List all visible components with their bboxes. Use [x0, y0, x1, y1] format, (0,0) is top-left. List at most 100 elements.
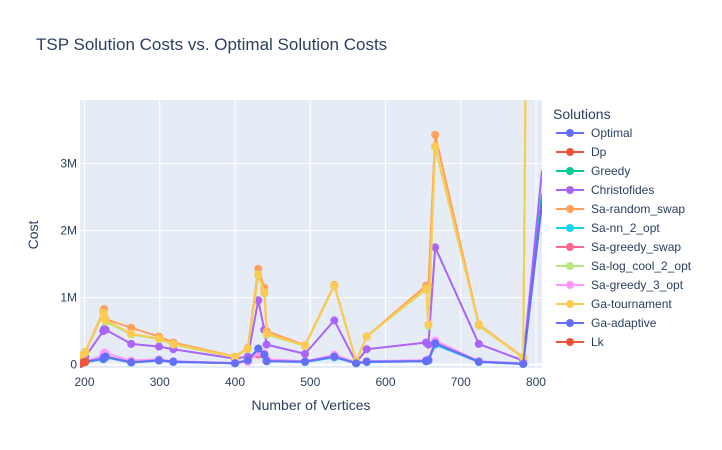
legend-item[interactable]: Greedy: [556, 164, 630, 178]
legend-item[interactable]: Lk: [556, 335, 605, 349]
data-point: [155, 334, 163, 343]
data-point: [362, 357, 371, 366]
grid-lines: [80, 100, 542, 368]
data-point: [330, 281, 339, 290]
data-point: [260, 350, 269, 359]
data-point: [127, 358, 136, 367]
data-point: [431, 142, 440, 151]
legend-swatch-marker: [566, 281, 574, 289]
data-point: [127, 339, 136, 348]
legend-item[interactable]: Sa-nn_2_opt: [556, 221, 660, 235]
data-point: [169, 357, 178, 366]
data-point: [424, 356, 433, 365]
data-point: [101, 316, 110, 325]
data-point: [254, 270, 263, 279]
x-tick-label: 600: [375, 375, 395, 389]
data-point: [362, 332, 371, 341]
data-point: [169, 339, 178, 348]
legend-item[interactable]: Sa-random_swap: [556, 202, 685, 216]
legend-swatch-marker: [566, 129, 574, 137]
data-point: [301, 349, 309, 358]
legend-label: Ga-tournament: [591, 297, 672, 311]
legend-swatch-marker: [566, 300, 574, 308]
data-point: [254, 296, 263, 305]
data-point: [422, 284, 431, 293]
y-tick-label: 1M: [60, 291, 77, 305]
data-point: [262, 329, 271, 338]
data-point: [301, 357, 309, 366]
y-tick-label: 2M: [60, 224, 77, 238]
legend-label: Sa-log_cool_2_opt: [591, 259, 692, 273]
legend-item[interactable]: Dp: [556, 145, 607, 159]
data-point: [301, 341, 309, 350]
legend[interactable]: Optimal Dp Greedy Christofides Sa-random_swa…: [556, 126, 692, 349]
data-point: [330, 316, 339, 325]
series-lk: [80, 358, 90, 368]
y-axis-title: Cost: [25, 221, 41, 250]
data-point: [243, 344, 252, 353]
data-point: [254, 344, 263, 353]
legend-swatch-marker: [566, 243, 574, 251]
data-point: [352, 359, 361, 368]
chart-title: TSP Solution Costs vs. Optimal Solution …: [36, 35, 387, 54]
y-tick-label: 3M: [60, 157, 77, 171]
legend-item[interactable]: Sa-log_cool_2_opt: [556, 259, 692, 273]
data-point: [424, 340, 433, 349]
legend-label: Dp: [591, 145, 607, 159]
legend-item[interactable]: Sa-greedy_3_opt: [556, 278, 684, 292]
data-point: [81, 348, 90, 357]
data-point: [101, 325, 110, 334]
data-point: [231, 359, 239, 368]
legend-title: Solutions: [553, 106, 611, 122]
legend-item[interactable]: Sa-greedy_swap: [556, 240, 681, 254]
x-tick-label: 800: [526, 375, 546, 389]
legend-swatch-marker: [566, 262, 574, 270]
legend-label: Sa-greedy_3_opt: [591, 278, 684, 292]
legend-swatch-marker: [566, 338, 574, 346]
x-axis-title: Number of Vertices: [251, 397, 370, 413]
data-point: [262, 340, 271, 349]
legend-swatch-marker: [566, 148, 574, 156]
x-tick-label: 300: [150, 375, 170, 389]
data-point: [81, 358, 90, 366]
data-point: [519, 359, 528, 368]
y-tick-label: 0: [70, 358, 77, 372]
data-point: [474, 357, 483, 366]
data-point: [431, 339, 440, 348]
data-point: [260, 288, 269, 297]
x-tick-label: 400: [225, 375, 245, 389]
data-point: [474, 321, 483, 330]
legend-swatch-marker: [566, 186, 574, 194]
legend-swatch-marker: [566, 167, 574, 175]
x-tick-label: 700: [451, 375, 471, 389]
data-point: [330, 352, 339, 361]
legend-label: Optimal: [591, 126, 632, 140]
legend-label: Greedy: [591, 164, 630, 178]
axis-ticks: 200 300 400 500 600 700 800 0 1M 2M 3M: [60, 157, 546, 389]
series-layer: [80, 100, 542, 368]
data-point: [431, 130, 440, 139]
data-point: [262, 357, 271, 365]
data-point: [155, 356, 163, 365]
data-point: [155, 342, 163, 351]
data-point: [424, 320, 433, 329]
legend-swatch-marker: [566, 224, 574, 232]
legend-item[interactable]: Ga-adaptive: [556, 316, 657, 330]
legend-label: Sa-greedy_swap: [591, 240, 681, 254]
legend-label: Ga-adaptive: [591, 316, 657, 330]
legend-label: Sa-random_swap: [591, 202, 685, 216]
data-point: [243, 356, 252, 365]
x-tick-label: 200: [74, 375, 94, 389]
legend-item[interactable]: Ga-tournament: [556, 297, 672, 311]
legend-label: Christofides: [591, 183, 654, 197]
legend-swatch-marker: [566, 319, 574, 327]
legend-item[interactable]: Optimal: [556, 126, 632, 140]
legend-label: Lk: [591, 335, 605, 349]
plot-area: [80, 100, 542, 368]
legend-label: Sa-nn_2_opt: [591, 221, 660, 235]
legend-swatch-marker: [566, 205, 574, 213]
legend-item[interactable]: Christofides: [556, 183, 654, 197]
data-point: [231, 352, 239, 361]
